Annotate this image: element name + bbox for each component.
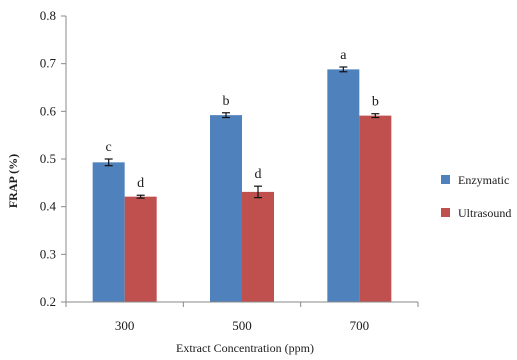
x-tick-label: 300	[115, 318, 135, 333]
legend: Enzymatic Ultrasound	[441, 173, 511, 220]
bar-ultrasound	[242, 191, 274, 302]
y-axis-title: FRAP (%)	[6, 154, 20, 208]
y-tick-label: 0.7	[40, 56, 57, 71]
bars-layer: c d b d a b	[92, 48, 392, 303]
y-tick-label: 0.8	[40, 8, 56, 23]
significance-letter: b	[223, 94, 230, 109]
significance-letter: d	[137, 176, 144, 191]
y-axis-ticks: 0.2 0.3 0.4 0.5 0.6 0.7 0.8	[40, 8, 66, 309]
x-tick-label: 500	[232, 318, 252, 333]
legend-label: Ultrasound	[458, 206, 511, 220]
significance-letter: c	[106, 140, 112, 155]
y-tick-label: 0.5	[40, 151, 56, 166]
y-tick-label: 0.4	[40, 199, 57, 214]
x-axis-title: Extract Concentration (ppm)	[176, 341, 314, 355]
significance-letter: d	[255, 167, 262, 182]
legend-label: Enzymatic	[458, 173, 509, 187]
significance-letter: b	[372, 95, 379, 110]
y-tick-label: 0.2	[40, 294, 56, 309]
y-tick-label: 0.6	[40, 103, 57, 118]
bar-enzymatic	[327, 69, 360, 303]
significance-letter: a	[340, 48, 347, 63]
bar-enzymatic	[92, 162, 125, 302]
x-tick-label: 700	[350, 318, 370, 333]
bar-enzymatic	[210, 115, 242, 302]
bar-ultrasound	[359, 115, 392, 302]
y-tick-label: 0.3	[40, 246, 56, 261]
legend-swatch	[441, 175, 450, 184]
bar-ultrasound	[124, 196, 157, 302]
x-axis-ticks: 300 500 700	[65, 302, 419, 333]
legend-swatch	[441, 208, 450, 217]
